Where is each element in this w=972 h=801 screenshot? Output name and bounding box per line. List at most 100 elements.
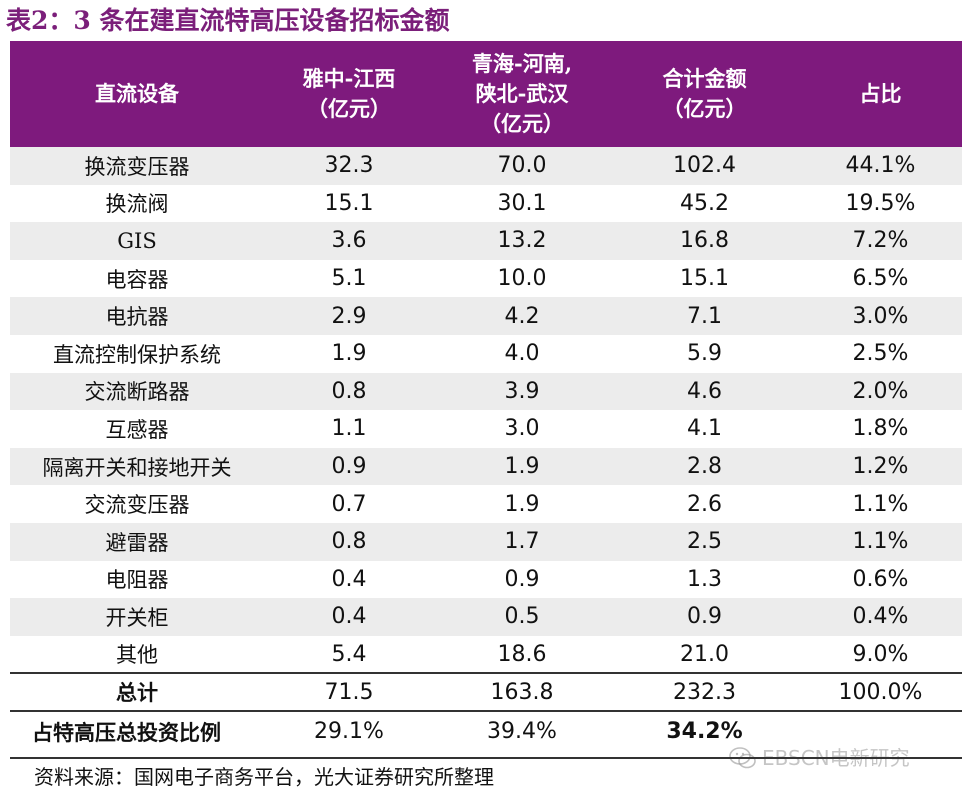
value-total: 2.5 xyxy=(610,522,799,561)
value-share: 1.8% xyxy=(852,416,909,442)
ratio-label: 占特高压总投资比例 xyxy=(10,711,264,752)
value-qinghai-shanbei: 13.2 xyxy=(434,222,610,260)
ratio-yazhong: 29.1% xyxy=(264,711,434,752)
equipment-name: 隔离开关和接地开关 xyxy=(10,447,264,486)
equipment-name: 换流阀 xyxy=(105,192,169,217)
value-qinghai-shanbei: 70.0 xyxy=(434,147,610,185)
total-sum: 232.3 xyxy=(610,672,799,713)
value-yazhong: 5.4 xyxy=(331,641,367,667)
tender-amount-table: 直流设备 雅中-江西 （亿元） 青海-河南, 陕北-武汉 （亿元） 合计金额 （… xyxy=(10,41,962,752)
header-qinghai-henan-shanbei-wuhan: 青海-河南, 陕北-武汉 （亿元） xyxy=(434,41,610,147)
value-share: 1.1% xyxy=(852,491,909,517)
total-label: 总计 xyxy=(10,672,264,713)
value-qinghai-shanbei: 0.5 xyxy=(434,598,610,636)
equipment-name: 其他 xyxy=(116,643,158,668)
value-qinghai-shanbei: 30.1 xyxy=(497,190,547,216)
value-qinghai-shanbei: 18.6 xyxy=(497,641,547,667)
table-row: 电抗器 2.9 4.2 7.1 3.0% xyxy=(10,297,962,335)
value-total: 2.6 xyxy=(687,491,722,517)
header-share: 占比 xyxy=(799,41,962,147)
total-yazhong: 71.5 xyxy=(264,672,434,713)
value-share: 3.0% xyxy=(799,297,962,335)
value-total: 4.6 xyxy=(610,372,799,411)
value-qinghai-shanbei: 1.7 xyxy=(434,522,610,561)
value-qinghai-shanbei: 4.2 xyxy=(434,297,610,335)
table-title: 表2：3 条在建直流特高压设备招标金额 xyxy=(6,6,450,35)
value-yazhong: 1.1 xyxy=(331,416,367,442)
value-total: 16.8 xyxy=(610,222,799,260)
value-share: 2.5% xyxy=(852,341,909,367)
value-yazhong: 15.1 xyxy=(324,190,374,216)
ratio-total: 34.2% xyxy=(610,711,799,752)
ratio-empty xyxy=(799,711,962,752)
header-total-amount: 合计金额 （亿元） xyxy=(610,41,799,147)
table-row: 隔离开关和接地开关 0.9 1.9 2.8 1.2% xyxy=(10,447,962,486)
wechat-icon xyxy=(729,747,756,769)
equipment-name: 避雷器 xyxy=(10,522,264,561)
value-yazhong: 0.4 xyxy=(264,598,434,636)
value-share: 2.0% xyxy=(799,372,962,411)
table-row: 其他 5.4 18.6 21.0 9.0% xyxy=(10,636,962,674)
value-qinghai-shanbei: 3.9 xyxy=(434,372,610,411)
equipment-name: 交流断路器 xyxy=(10,372,264,411)
value-total: 15.1 xyxy=(680,266,729,292)
equipment-name: 换流变压器 xyxy=(10,147,264,185)
table-row: 交流变压器 0.7 1.9 2.6 1.1% xyxy=(10,485,962,523)
table-row: GIS 3.6 13.2 16.8 7.2% xyxy=(10,222,962,260)
value-total: 4.1 xyxy=(687,416,722,442)
value-total: 0.9 xyxy=(610,598,799,636)
table-row: 互感器 1.1 3.0 4.1 1.8% xyxy=(10,410,962,448)
value-total: 102.4 xyxy=(610,147,799,185)
value-total: 21.0 xyxy=(680,641,729,667)
uhv-ratio-row: 占特高压总投资比例 29.1% 39.4% 34.2% xyxy=(10,711,962,752)
table-row: 避雷器 0.8 1.7 2.5 1.1% xyxy=(10,522,962,561)
value-total: 7.1 xyxy=(610,297,799,335)
value-qinghai-shanbei: 10.0 xyxy=(497,266,547,292)
equipment-name: 互感器 xyxy=(105,417,169,442)
value-yazhong: 0.4 xyxy=(331,566,367,592)
ratio-qinghai-shanbei: 39.4% xyxy=(434,711,610,752)
value-yazhong: 32.3 xyxy=(264,147,434,185)
equipment-name: 电容器 xyxy=(105,267,169,292)
table-row: 换流阀 15.1 30.1 45.2 19.5% xyxy=(10,185,962,223)
total-row: 总计 71.5 163.8 232.3 100.0% xyxy=(10,672,962,713)
value-share: 1.1% xyxy=(799,522,962,561)
value-total: 2.8 xyxy=(610,447,799,486)
value-yazhong: 5.1 xyxy=(331,266,367,292)
equipment-name: 交流变压器 xyxy=(84,493,190,518)
value-yazhong: 0.9 xyxy=(264,447,434,486)
value-share: 44.1% xyxy=(799,147,962,185)
value-total: 1.3 xyxy=(687,566,722,592)
value-qinghai-shanbei: 1.9 xyxy=(504,491,540,517)
header-yazhong-jiangxi: 雅中-江西 （亿元） xyxy=(264,41,434,147)
value-yazhong: 0.8 xyxy=(264,372,434,411)
value-yazhong: 1.9 xyxy=(331,341,367,367)
equipment-name: GIS xyxy=(10,222,264,260)
header-row: 直流设备 雅中-江西 （亿元） 青海-河南, 陕北-武汉 （亿元） 合计金额 （… xyxy=(10,41,962,147)
source-note: 资料来源：国网电子商务平台，光大证券研究所整理 xyxy=(10,757,962,797)
value-total: 45.2 xyxy=(680,190,729,216)
value-share: 9.0% xyxy=(852,641,909,667)
value-share: 0.4% xyxy=(799,598,962,636)
value-share: 6.5% xyxy=(852,266,909,292)
table-row: 换流变压器 32.3 70.0 102.4 44.1% xyxy=(10,147,962,185)
total-qinghai-shanbei: 163.8 xyxy=(434,672,610,713)
equipment-name: 开关柜 xyxy=(10,598,264,636)
value-yazhong: 3.6 xyxy=(264,222,434,260)
value-qinghai-shanbei: 4.0 xyxy=(504,341,540,367)
value-qinghai-shanbei: 1.9 xyxy=(434,447,610,486)
value-yazhong: 0.7 xyxy=(331,491,367,517)
value-yazhong: 0.8 xyxy=(264,522,434,561)
table-row: 开关柜 0.4 0.5 0.9 0.4% xyxy=(10,598,962,636)
value-yazhong: 2.9 xyxy=(264,297,434,335)
table-row: 电容器 5.1 10.0 15.1 6.5% xyxy=(10,260,962,298)
value-share: 7.2% xyxy=(799,222,962,260)
table-row: 直流控制保护系统 1.9 4.0 5.9 2.5% xyxy=(10,335,962,373)
value-qinghai-shanbei: 3.0 xyxy=(504,416,540,442)
value-share: 19.5% xyxy=(845,190,916,216)
equipment-name: 电阻器 xyxy=(105,568,169,593)
equipment-name: 直流控制保护系统 xyxy=(53,342,221,367)
table-row: 交流断路器 0.8 3.9 4.6 2.0% xyxy=(10,372,962,411)
table-row: 电阻器 0.4 0.9 1.3 0.6% xyxy=(10,561,962,599)
equipment-name: 电抗器 xyxy=(10,297,264,335)
